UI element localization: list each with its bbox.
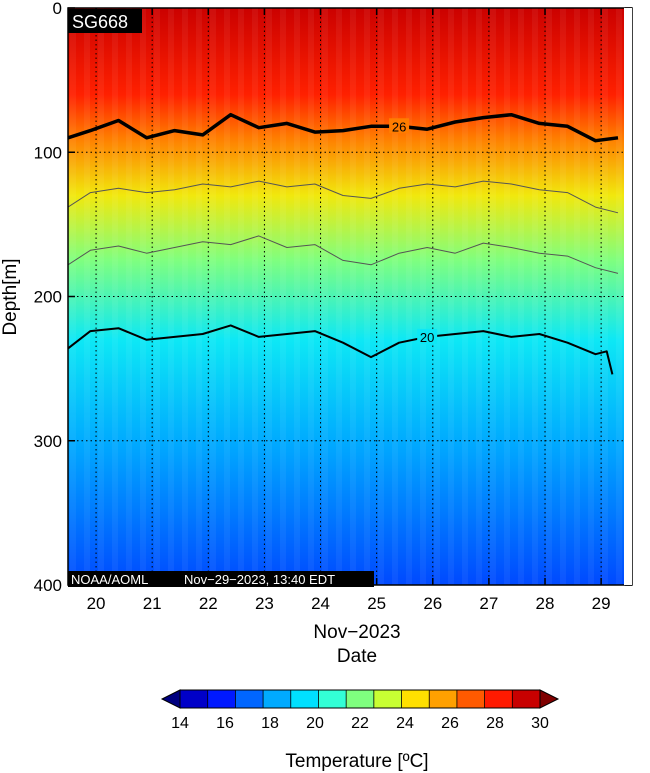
colorbar-segment (180, 690, 209, 708)
y-axis-label: Depth[m] (0, 258, 21, 335)
x-tick-label: 23 (255, 594, 274, 613)
grid-lines (68, 8, 632, 585)
timestamp-text: Nov−29−2023, 13:40 EDT (184, 572, 335, 587)
x-tick-label: 24 (311, 594, 330, 613)
x-axis: 20 21 22 23 24 25 26 27 28 29 (87, 8, 611, 613)
colorbar-segment (207, 690, 236, 708)
contour-label-bg (417, 328, 438, 344)
platform-label: SG668 (72, 12, 128, 32)
colorbar-tick-label: 20 (306, 715, 324, 732)
heatmap-texture (68, 8, 632, 585)
x-axis-label: Date (337, 646, 377, 667)
colorbar-min-arrow (160, 689, 181, 709)
contour-label-20: 20 (420, 330, 434, 345)
colorbar-tick-label: 14 (171, 715, 189, 732)
contour-24 (68, 180, 619, 214)
x-tick-label: 27 (479, 594, 498, 613)
x-tick-label: 22 (199, 594, 218, 613)
x-tick-label: 21 (143, 594, 162, 613)
x-axis-month: Nov−2023 (313, 622, 400, 643)
contour-label-bg (389, 118, 410, 134)
contour-20 (68, 324, 614, 375)
colorbar-tick-label: 24 (396, 715, 414, 732)
colorbar-segment (373, 690, 403, 708)
x-tick-label: 25 (367, 594, 386, 613)
contour-26 (68, 112, 619, 143)
colorbar-tick-label: 26 (441, 715, 459, 732)
colorbar-tick-label: 22 (351, 715, 369, 732)
x-tick-label: 29 (592, 594, 611, 613)
colorbar-max-arrow (539, 689, 560, 709)
platform-label-box: SG668 (68, 9, 142, 33)
x-tick-label: 28 (536, 594, 555, 613)
colorbar-tick-label: 28 (486, 715, 504, 732)
y-tick-label: 100 (34, 143, 62, 162)
colorbar: 14 16 18 20 22 24 26 28 30 (160, 689, 560, 732)
x-tick-label: 20 (87, 594, 106, 613)
colorbar-segment (484, 690, 513, 708)
colorbar-label: Temperature [ºC] (285, 751, 428, 772)
colorbar-frame (179, 689, 541, 709)
colorbar-segment (263, 690, 292, 708)
y-tick-label: 200 (34, 288, 62, 307)
colorbar-segment (456, 690, 486, 708)
contour-22 (68, 235, 619, 274)
no-data-region (624, 8, 632, 585)
colorbar-segment (318, 690, 347, 708)
colorbar-tick-label: 16 (216, 715, 234, 732)
colorbar-segment (235, 690, 264, 708)
colorbar-segment (346, 690, 375, 708)
y-tick-label: 0 (53, 0, 62, 18)
y-tick-label: 300 (34, 432, 62, 451)
contour-lines: 26 20 (68, 112, 619, 375)
colorbar-segment (401, 690, 430, 708)
colorbar-tick-label: 30 (531, 715, 549, 732)
colorbar-tick-label: 18 (261, 715, 279, 732)
y-tick-label: 400 (34, 576, 62, 595)
contour-label-26: 26 (392, 119, 406, 134)
credit-box: NOAA/AOML Nov−29−2023, 13:40 EDT (68, 571, 374, 587)
colorbar-segment (512, 690, 541, 708)
credit-text: NOAA/AOML (71, 572, 148, 587)
x-tick-label: 26 (423, 594, 442, 613)
colorbar-segment (429, 690, 458, 708)
colorbar-segment (290, 690, 319, 708)
